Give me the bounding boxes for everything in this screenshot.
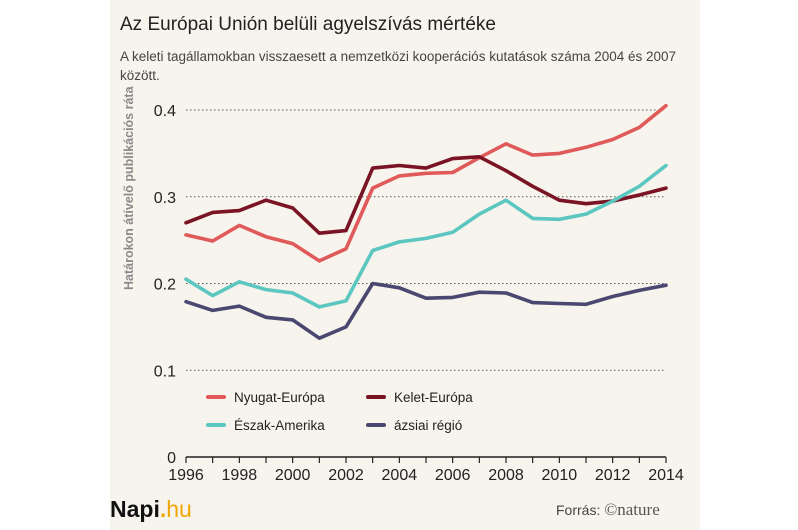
x-tick-label: 1998 [222, 467, 258, 484]
y-tick-label: 0.1 [154, 363, 176, 380]
series-line-3 [184, 281, 668, 341]
source-label: Forrás: [556, 502, 601, 518]
source-credit: Forrás: ©nature [556, 500, 660, 520]
nature-logo: ©nature [604, 500, 660, 519]
legend-label: ázsiai régió [394, 418, 462, 433]
brand-suffix: hu [166, 496, 192, 522]
x-tick-label: 2008 [488, 467, 524, 484]
legend-label: Észak-Amerika [234, 418, 325, 433]
x-tick-label: 2014 [648, 467, 684, 484]
series-line-1 [184, 155, 668, 235]
series-line-2 [184, 163, 668, 309]
brand-logo: Napi.hu [110, 496, 192, 523]
brand-dot: . [159, 496, 167, 522]
y-tick-label: 0.2 [154, 277, 176, 294]
brand-main: Napi [110, 496, 160, 522]
x-tick-label: 2000 [275, 467, 311, 484]
legend-label: Kelet-Európa [394, 390, 473, 405]
y-tick-label: 0.3 [154, 190, 176, 207]
y-tick-label: 0 [167, 450, 176, 467]
x-tick-label: 2002 [328, 467, 364, 484]
series-line-0 [184, 103, 668, 263]
x-tick-label: 2004 [382, 467, 418, 484]
legend-label: Nyugat-Európa [234, 390, 325, 405]
x-tick-label: 2012 [595, 467, 631, 484]
x-tick-label: 2010 [542, 467, 578, 484]
chart-panel [110, 0, 700, 530]
y-tick-label: 0.4 [154, 103, 176, 120]
x-tick-label: 2006 [435, 467, 471, 484]
x-tick-label: 1996 [168, 467, 204, 484]
chart-subtitle: A keleti tagállamokban visszaesett a nem… [120, 49, 677, 83]
chart-title: Az Európai Unión belüli agyelszívás mért… [120, 14, 496, 35]
